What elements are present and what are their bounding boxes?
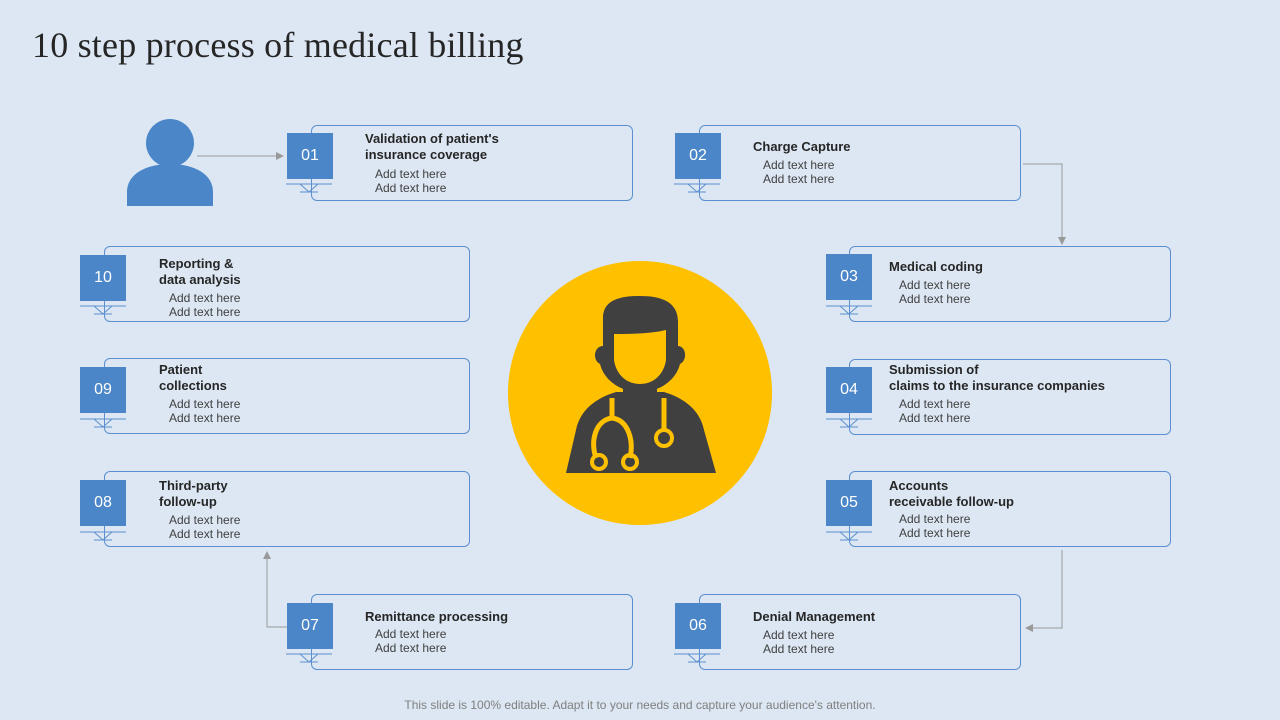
badge-tail-10 xyxy=(80,305,126,315)
step-text-07a: Add text here xyxy=(375,627,447,641)
step-text-10a: Add text here xyxy=(169,291,241,305)
step-badge-02: 02 xyxy=(675,133,721,179)
doctor-stethoscope-icon xyxy=(508,261,772,525)
badge-tail-04 xyxy=(826,418,872,428)
step-title-10: Reporting & data analysis xyxy=(159,256,241,287)
step-text-10b: Add text here xyxy=(169,305,241,319)
step-card-09 xyxy=(104,358,470,434)
connector-step-07-to-08 xyxy=(263,551,287,628)
step-text-05a: Add text here xyxy=(899,512,971,526)
step-text-04a: Add text here xyxy=(899,397,971,411)
step-card-06 xyxy=(699,594,1021,670)
step-title-04: Submission of claims to the insurance co… xyxy=(889,362,1106,393)
step-text-09a: Add text here xyxy=(169,397,241,411)
step-text-07b: Add text here xyxy=(375,641,447,655)
step-text-06b: Add text here xyxy=(763,642,835,656)
badge-tail-07 xyxy=(286,653,332,663)
step-title-02: Charge Capture xyxy=(753,139,851,154)
badge-tail-08 xyxy=(80,531,126,541)
step-badge-07: 07 xyxy=(287,603,333,649)
step-title-03: Medical coding xyxy=(889,259,983,274)
step-card-10 xyxy=(104,246,470,322)
step-text-02a: Add text here xyxy=(763,158,835,172)
badge-tail-09 xyxy=(80,418,126,428)
step-text-09b: Add text here xyxy=(169,411,241,425)
step-badge-09: 09 xyxy=(80,367,126,413)
step-badge-04: 04 xyxy=(826,367,872,413)
step-title-05: Accounts receivable follow-up xyxy=(889,478,1014,509)
page-title: 10 step process of medical billing xyxy=(32,25,524,65)
step-text-05b: Add text here xyxy=(899,526,971,540)
step-text-02b: Add text here xyxy=(763,172,835,186)
badge-tail-01 xyxy=(286,183,332,193)
step-text-04b: Add text here xyxy=(899,411,971,425)
connector-step-02-to-03 xyxy=(1023,163,1066,245)
step-badge-06: 06 xyxy=(675,603,721,649)
step-card-08 xyxy=(104,471,470,547)
step-badge-03: 03 xyxy=(826,254,872,300)
step-text-08a: Add text here xyxy=(169,513,241,527)
step-card-02 xyxy=(699,125,1021,201)
step-title-09: Patient collections xyxy=(159,362,227,393)
step-badge-08: 08 xyxy=(80,480,126,526)
step-title-01: Validation of patient's insurance covera… xyxy=(365,131,499,162)
step-text-08b: Add text here xyxy=(169,527,241,541)
step-card-07 xyxy=(311,594,633,670)
badge-tail-05 xyxy=(826,531,872,541)
step-title-08: Third-party follow-up xyxy=(159,478,228,509)
connector-step-05-to-06 xyxy=(1025,550,1063,632)
step-card-03 xyxy=(849,246,1171,322)
step-card-04 xyxy=(849,359,1171,435)
step-title-07: Remittance processing xyxy=(365,609,509,624)
footer-note: This slide is 100% editable. Adapt it to… xyxy=(404,698,876,712)
step-badge-10: 10 xyxy=(80,255,126,301)
step-card-05 xyxy=(849,471,1171,547)
step-text-03a: Add text here xyxy=(899,278,971,292)
step-title-06: Denial Management xyxy=(753,609,876,624)
step-text-01b: Add text here xyxy=(375,181,447,195)
badge-tail-03 xyxy=(826,305,872,315)
step-text-03b: Add text here xyxy=(899,292,971,306)
step-card-01 xyxy=(311,125,633,201)
badge-tail-02 xyxy=(674,183,720,193)
step-text-01a: Add text here xyxy=(375,167,447,181)
user-icon xyxy=(127,119,213,206)
step-badge-01: 01 xyxy=(287,133,333,179)
step-text-06a: Add text here xyxy=(763,628,835,642)
badge-tail-06 xyxy=(674,653,720,663)
step-badge-05: 05 xyxy=(826,480,872,526)
